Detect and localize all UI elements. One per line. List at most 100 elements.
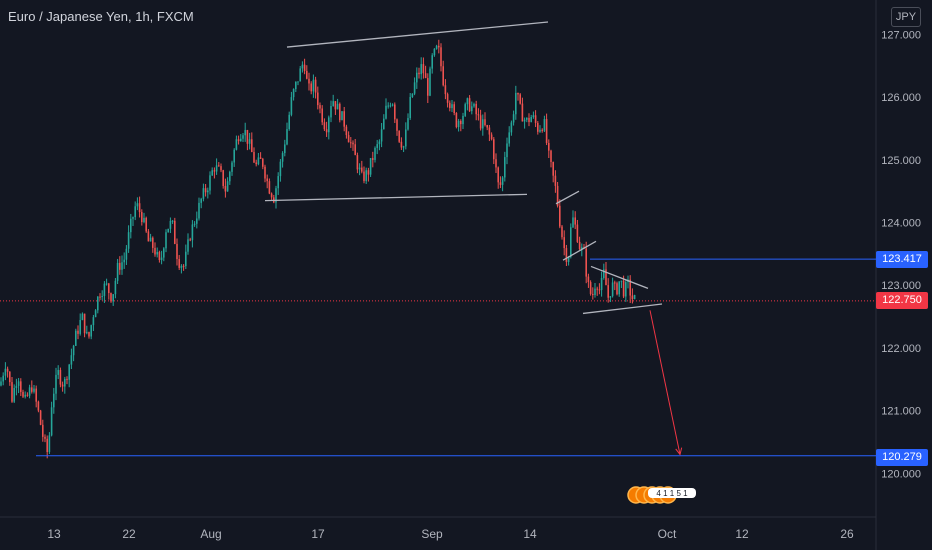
candle-body [325, 129, 328, 133]
candle-body [572, 217, 574, 228]
candle-body [444, 85, 447, 95]
candle-body [24, 394, 26, 397]
candle-body [504, 157, 506, 178]
candle-body [455, 113, 458, 128]
candle-body [416, 72, 418, 83]
candle-body [614, 282, 616, 284]
candle-body [132, 217, 134, 219]
candle-body [160, 257, 163, 260]
candle-body [563, 237, 565, 249]
candle-body [182, 265, 185, 267]
candle-body [600, 277, 603, 290]
candle-body [550, 150, 552, 162]
candle-body [341, 111, 343, 121]
trendline [582, 303, 663, 315]
candle-body [235, 139, 238, 150]
candle-body [378, 141, 381, 145]
candle-body [112, 294, 114, 302]
candle-body [596, 288, 598, 290]
symbol-title: Euro / Japanese Yen, 1h, FXCM [8, 9, 194, 24]
candle-body [567, 257, 570, 262]
x-tick-label: 14 [523, 527, 537, 541]
events-chip-text: 4 1 1 5 1 [656, 489, 688, 498]
candle-body [618, 281, 620, 295]
economic-events-icon[interactable]: 4 1 1 5 1 [626, 485, 698, 505]
candle-body [358, 167, 361, 170]
candle-body [292, 89, 295, 98]
candle-body [121, 262, 123, 270]
candle-body [314, 79, 317, 93]
x-tick-label: Oct [658, 527, 677, 541]
candle-body [83, 313, 86, 334]
candle-body [92, 317, 95, 326]
candle-body [616, 283, 618, 295]
candle-body [312, 79, 315, 92]
candle-body [209, 175, 211, 191]
y-tick-label: 122.000 [881, 343, 921, 355]
candle-body [347, 135, 350, 143]
candle-body [345, 126, 348, 136]
candle-body [108, 283, 110, 294]
price-tag-upper-level: 123.417 [876, 251, 928, 268]
candle-body [6, 368, 9, 372]
candle-body [180, 265, 183, 268]
trendline [286, 21, 549, 48]
candle-body [301, 64, 304, 69]
x-tick-label: Aug [200, 527, 221, 541]
candle-body [163, 248, 165, 258]
trendline [562, 240, 597, 261]
candle-body [4, 368, 7, 376]
candle-body [394, 104, 396, 120]
candle-body [200, 198, 202, 203]
y-tick-label: 124.000 [881, 218, 921, 230]
candle-body [229, 171, 231, 182]
candle-body [290, 97, 293, 115]
candle-body [165, 232, 167, 249]
candle-body [222, 170, 224, 186]
candle-body [422, 64, 425, 74]
candle-body [259, 157, 262, 159]
candle-body [145, 217, 147, 232]
candle-body [185, 251, 187, 267]
candle-body [116, 262, 119, 281]
candle-body [539, 129, 541, 132]
candle-body [429, 68, 431, 96]
candle-body [97, 296, 99, 311]
candle-body [385, 105, 387, 119]
candle-body [22, 391, 24, 397]
candle-body [372, 158, 374, 160]
candle-body [607, 285, 609, 298]
candle-body [268, 181, 271, 194]
candle-body [264, 166, 266, 179]
candle-body [198, 202, 200, 219]
candle-body [66, 378, 68, 380]
candle-body [543, 119, 546, 131]
candle-body [587, 276, 590, 283]
candle-body [281, 153, 284, 162]
projection-arrow-head [675, 447, 683, 456]
x-tick-label: 12 [735, 527, 749, 541]
candle-body [409, 96, 411, 119]
candle-body [193, 223, 196, 225]
candle-body [72, 345, 75, 356]
candle-body [215, 165, 218, 172]
candle-body [374, 147, 376, 160]
candle-body [167, 228, 169, 233]
x-tick-label: 17 [311, 527, 325, 541]
currency-badge[interactable]: JPY [891, 7, 921, 27]
candle-body [449, 102, 451, 109]
candle-body [585, 248, 587, 277]
candle-body [246, 129, 249, 144]
candle-body [497, 167, 499, 183]
candle-body [0, 381, 2, 386]
candle-body [81, 313, 84, 321]
candle-body [204, 188, 207, 193]
candle-body [396, 119, 398, 131]
candle-body [515, 92, 517, 115]
time-axis: 13 22 Aug 17 Sep 14 Oct 12 26 [47, 527, 854, 541]
candle-body [530, 117, 532, 123]
candle-body [138, 203, 141, 213]
candle-body [270, 193, 273, 198]
candle-body [376, 144, 378, 148]
